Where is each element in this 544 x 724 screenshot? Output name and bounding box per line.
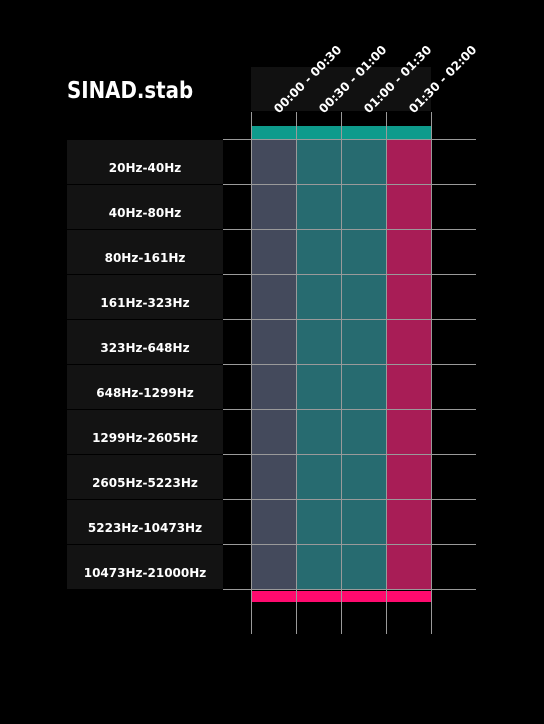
row-label: 80Hz-161Hz [67,230,223,274]
heat-cell [386,455,431,500]
row-label: 648Hz-1299Hz [67,365,223,409]
heat-cell [386,410,431,455]
chart-title: SINAD.stab [67,78,194,104]
heat-cell [251,455,296,500]
heat-cell [296,455,341,500]
row-label: 1299Hz-2605Hz [67,410,223,454]
heat-cell [341,185,386,230]
heat-cell [296,185,341,230]
row-label: 40Hz-80Hz [67,185,223,229]
heat-cell [296,320,341,365]
heat-cell [296,365,341,410]
heat-cell [341,140,386,185]
heat-cell [386,230,431,275]
heat-cell [341,365,386,410]
heat-cell [341,320,386,365]
row-label: 10473Hz-21000Hz [67,545,223,589]
row-label: 161Hz-323Hz [67,275,223,319]
heat-cell [296,545,341,590]
heat-cell [341,275,386,320]
row-label: 20Hz-40Hz [67,140,223,184]
heat-cell [251,140,296,185]
heat-cell [296,410,341,455]
heat-cell [386,500,431,545]
heat-cell [296,500,341,545]
heat-cell [341,545,386,590]
row-label: 5223Hz-10473Hz [67,500,223,544]
column-header-background [251,67,431,111]
heat-cell [251,230,296,275]
heat-cell [251,500,296,545]
heat-cell [251,185,296,230]
heat-cell [386,320,431,365]
row-label: 323Hz-648Hz [67,320,223,364]
heat-cell [251,545,296,590]
heat-cell [341,500,386,545]
row-label: 2605Hz-5223Hz [67,455,223,499]
heat-cell [386,365,431,410]
heat-cell [386,545,431,590]
heat-cell [386,275,431,320]
heat-cell [341,410,386,455]
heat-cell [251,410,296,455]
heat-cell [341,455,386,500]
heat-cell [296,140,341,185]
heat-cell [341,230,386,275]
heat-cell [251,275,296,320]
heat-cell [251,320,296,365]
heat-cell [251,365,296,410]
heat-cell [296,275,341,320]
heat-cell [386,185,431,230]
heat-cell [386,140,431,185]
heat-cell [296,230,341,275]
row-labels: 20Hz-40Hz 40Hz-80Hz 80Hz-161Hz 161Hz-323Hz 3… [67,140,223,590]
